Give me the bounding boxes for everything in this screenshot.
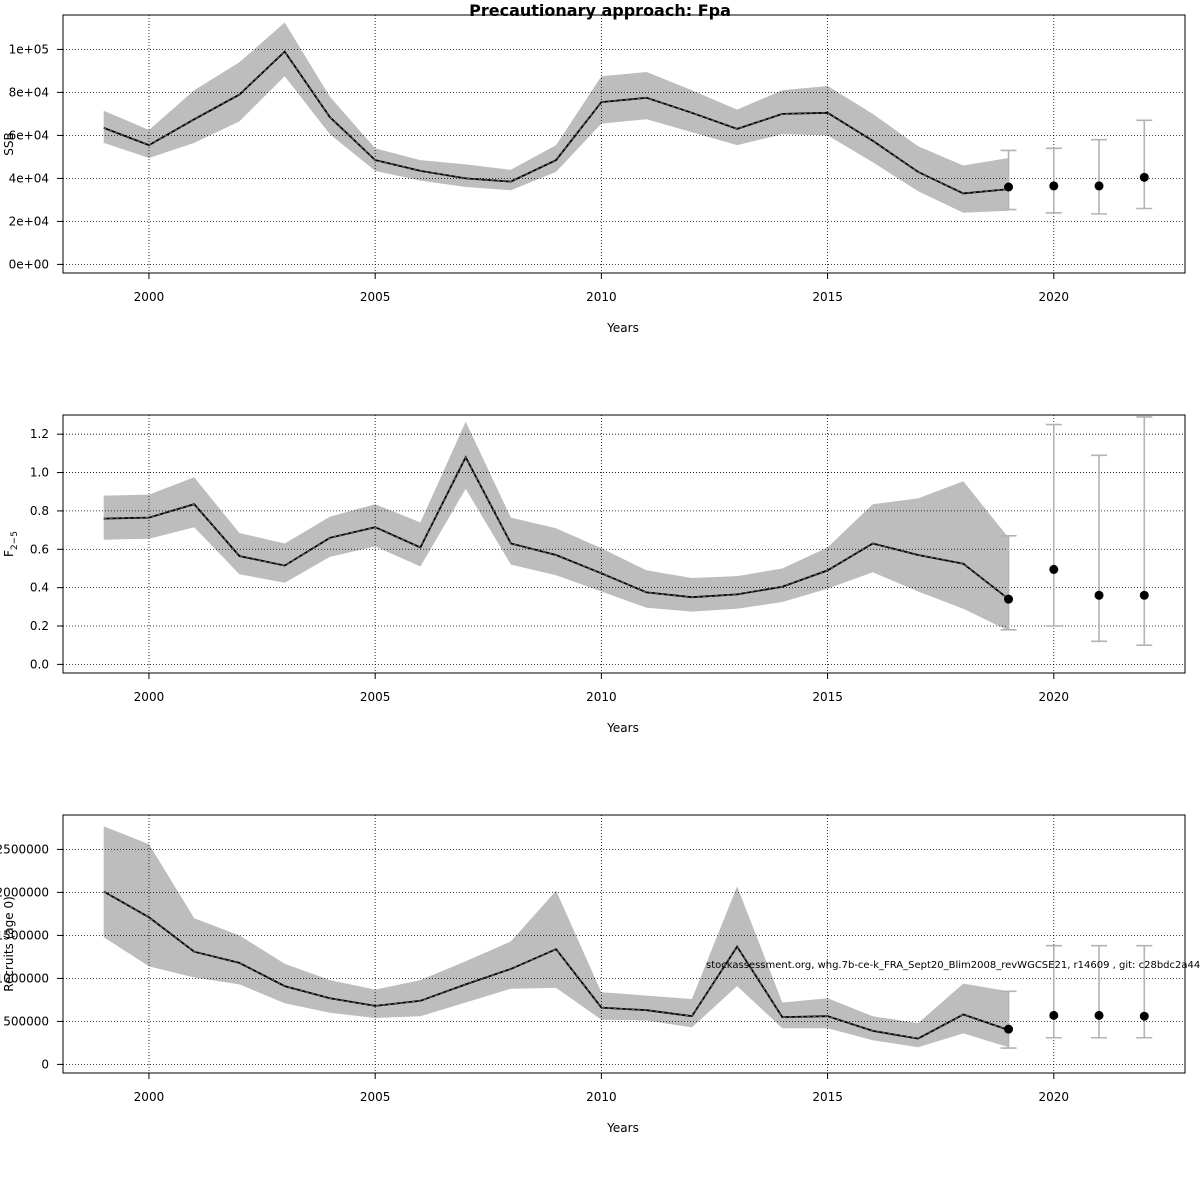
y-tick-label: 8e+04 [9,85,49,99]
y-tick-label: 0e+00 [9,257,49,271]
y-tick-label: 0.4 [30,581,49,595]
forecast-point [1139,172,1149,182]
x-tick-label: 2010 [586,290,617,304]
plot-frame [62,814,1186,1074]
x-tick-label: 2005 [360,290,391,304]
x-tick-label: 2000 [134,690,165,704]
x-tick-label: 2015 [812,290,843,304]
x-axis-label: Years [606,721,639,735]
x-tick-label: 2005 [360,1090,391,1104]
forecast-point [1094,1010,1104,1020]
chart-panel-2: 2000 2005 2010 2015 2020 0.0 0.2 0.4 0.6 0.8 1.0 1.… [2,414,1186,735]
x-axis-label: Years [606,321,639,335]
x-tick-label: 2010 [586,690,617,704]
forecast-point [1049,181,1059,191]
y-tick-label: 0.6 [30,542,49,556]
estimate-line-dash [103,456,1009,600]
x-tick-label: 2015 [812,1090,843,1104]
x-tick-label: 2015 [812,690,843,704]
x-tick-label: 2020 [1039,1090,1070,1104]
provenance-annotation: stockassessment.org, whg.7b-ce-k_FRA_Sep… [706,960,1200,971]
forecast-point [1004,594,1014,604]
y-tick-label: 1.2 [30,427,49,441]
y-tick-label: 1000000 [0,971,49,985]
forecast-point [1004,1024,1014,1034]
y-tick-label: 2500000 [0,842,49,856]
forecast-point [1094,181,1104,191]
y-tick-label: 4e+04 [9,171,49,185]
y-axis-label-subscript: 2−5 [10,531,20,550]
forecast-point [1004,182,1014,192]
estimate-line [103,50,1009,195]
chart-panel-3: 2000 2005 2010 2015 2020 0 500000 1000000 150000… [0,814,1186,1135]
y-tick-label: 0.0 [30,657,49,671]
forecast-point [1139,1011,1149,1021]
y-tick-label: 6e+04 [9,128,49,142]
y-tick-label: 1e+05 [9,42,49,56]
y-axis-label: Recruits (age 0) [2,896,16,992]
forecast-point [1139,590,1149,600]
x-tick-label: 2020 [1039,690,1070,704]
plot-frame [62,14,1186,274]
forecast-point [1049,1010,1059,1020]
x-tick-label: 2000 [134,290,165,304]
x-axis-label: Years [606,1121,639,1135]
x-tick-label: 2020 [1039,290,1070,304]
y-tick-label: 0.8 [30,504,49,518]
estimate-line [103,890,1009,1040]
y-tick-label: 2000000 [0,885,49,899]
forecast-point [1094,590,1104,600]
y-tick-label: 0 [41,1057,49,1071]
y-tick-label: 0.2 [30,619,49,633]
x-tick-label: 2005 [360,690,391,704]
plot-frame [62,414,1186,674]
figure-title: Precautionary approach: Fpa [469,1,731,20]
y-tick-label: 1.0 [30,466,49,480]
y-tick-label: 2e+04 [9,214,49,228]
x-tick-label: 2010 [586,1090,617,1104]
confidence-band [103,826,1009,1048]
x-tick-label: 2000 [134,1090,165,1104]
panels: 2000 2005 2010 2015 2020 0e+00 2e+04 4e+04 6e+04… [0,14,1186,1135]
y-axis-label: SSB [2,132,16,155]
confidence-band [103,421,1009,631]
y-tick-label: 500000 [3,1014,49,1028]
chart-panel-1: 2000 2005 2010 2015 2020 0e+00 2e+04 4e+04 6e+04… [2,14,1186,335]
y-tick-label: 1500000 [0,928,49,942]
forecast-point [1049,564,1059,574]
